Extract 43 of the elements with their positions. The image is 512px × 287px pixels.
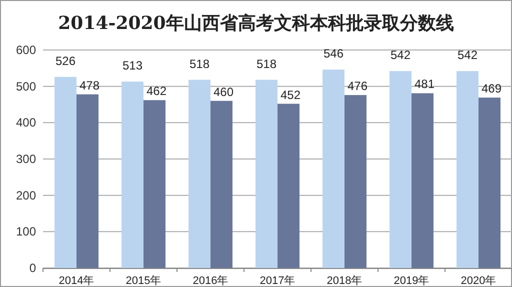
bar [144,100,166,268]
bar [76,94,98,268]
x-tick-label: 2020年 [460,275,496,287]
bar [256,80,278,268]
bar [390,71,412,268]
data-label: 526 [55,54,76,68]
y-tick-label: 300 [16,152,36,166]
data-label: 542 [457,48,478,62]
y-tick-label: 400 [16,116,36,130]
bar [344,95,366,268]
bar [210,100,232,268]
data-label: 518 [256,56,277,71]
x-tick-label: 2016年 [192,275,228,287]
chart-title: 2014-2020年山西省高考文科本科批录取分数线 [58,13,454,34]
data-label: 518 [189,56,210,71]
bar [278,104,300,268]
x-tick-label: 2018年 [326,275,362,287]
bar [188,80,210,268]
data-label: 542 [390,48,411,62]
bar [54,76,76,268]
x-tick-label: 2019年 [394,275,430,287]
x-tick-label: 2014年 [58,275,94,287]
y-tick-label: 600 [16,43,36,57]
data-label: 476 [347,79,368,94]
data-label: 460 [213,84,234,99]
data-label: 481 [414,77,435,92]
data-label: 452 [280,88,301,102]
y-tick-label: 500 [16,79,36,94]
data-label: 469 [481,82,502,96]
data-label: 478 [79,78,100,92]
y-tick-label: 0 [29,261,36,275]
x-tick-label: 2017年 [260,275,296,287]
bar [122,82,144,268]
data-label: 546 [323,46,344,61]
data-label: 513 [122,58,143,73]
bar [412,93,434,268]
data-label: 462 [146,84,167,98]
bar [478,98,500,268]
y-tick-label: 200 [16,188,36,202]
x-tick-label: 2015年 [126,275,162,287]
bar [456,71,478,268]
bar [322,70,344,268]
y-tick-label: 100 [16,224,36,239]
